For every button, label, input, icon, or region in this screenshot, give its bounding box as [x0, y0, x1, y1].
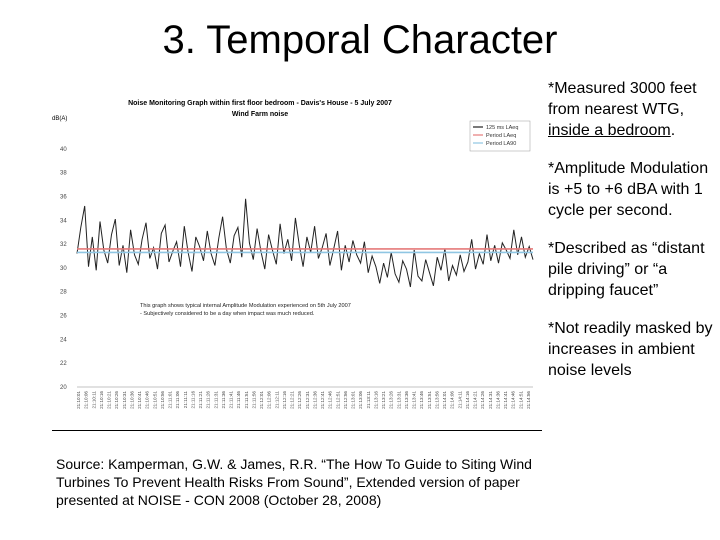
x-tick-label: 21:14:01	[442, 391, 447, 409]
y-tick-label: 28	[60, 290, 67, 296]
x-tick-label: 21:14:36	[495, 391, 500, 409]
x-tick-label: 21:10:36	[129, 391, 134, 409]
y-tick-label: 20	[60, 385, 67, 391]
x-tick-label: 21:11:46	[236, 391, 241, 409]
y-tick-label: 34	[60, 218, 67, 224]
note-item: *Amplitude Modulation is +5 to +6 dBA wi…	[548, 158, 718, 221]
legend-box	[469, 120, 531, 152]
x-tick-label: 21:11:06	[175, 391, 180, 409]
x-tick-label: 21:12:01	[259, 391, 264, 409]
x-tick-label: 21:12:36	[312, 391, 317, 409]
x-tick-label: 21:13:56	[434, 391, 439, 409]
y-tick-label: 24	[60, 337, 67, 343]
x-tick-label: 21:12:56	[343, 391, 348, 409]
x-tick-label: 21:10:41	[137, 391, 142, 409]
note-text: *Amplitude Modulation is +5 to +6 dBA wi…	[548, 160, 709, 219]
x-tick-label: 21:12:16	[282, 391, 287, 409]
legend-label: Period LAeq	[486, 133, 516, 139]
x-tick-label: 21:13:31	[396, 391, 401, 409]
x-tick-label: 21:11:21	[198, 391, 203, 409]
x-tick-label: 21:12:21	[290, 391, 295, 409]
x-tick-label: 21:13:06	[358, 391, 363, 409]
x-tick-label: 21:12:46	[328, 391, 333, 409]
note-underline: inside a bedroom	[548, 122, 671, 139]
x-tick-label: 21:14:46	[511, 391, 516, 409]
x-tick-label: 21:12:11	[274, 391, 279, 409]
x-tick-label: 21:11:31	[213, 391, 218, 409]
x-tick-label: 21:10:46	[145, 391, 150, 409]
x-tick-label: 21:13:41	[412, 391, 417, 409]
x-tick-label: 21:10:11	[91, 391, 96, 409]
x-tick-label: 21:14:11	[457, 391, 462, 409]
x-tick-label: 21:14:31	[488, 391, 493, 409]
x-tick-label: 21:10:26	[114, 391, 119, 409]
x-tick-label: 21:11:16	[190, 391, 195, 409]
x-tick-label: 21:12:06	[267, 391, 272, 409]
series-line-1	[76, 198, 534, 288]
x-tick-label: 21:12:31	[305, 391, 310, 409]
slide-title: 3. Temporal Character	[162, 18, 558, 62]
x-tick-label: 21:13:26	[389, 391, 394, 409]
x-tick-label: 21:11:26	[206, 391, 211, 409]
x-tick-label: 21:12:26	[297, 391, 302, 409]
x-tick-label: 21:12:41	[320, 391, 325, 409]
x-tick-label: 21:10:16	[99, 391, 104, 409]
note-tail: .	[670, 122, 676, 139]
legend-label: 125 ms LAeq	[486, 125, 518, 131]
y-tick-label: 22	[60, 361, 67, 367]
note-text: *Not readily masked by increases in ambi…	[548, 320, 713, 379]
y-tick-label: 32	[60, 242, 67, 248]
x-tick-label: 21:10:56	[160, 391, 165, 409]
x-tick-label: 21:14:51	[518, 391, 523, 409]
x-tick-label: 21:13:51	[427, 391, 432, 409]
x-tick-label: 21:14:16	[465, 391, 470, 409]
x-tick-label: 21:11:36	[221, 391, 226, 409]
x-tick-label: 21:14:21	[473, 391, 478, 409]
x-tick-label: 21:10:06	[84, 391, 89, 409]
y-tick-label: 26	[60, 314, 67, 320]
noise-chart: Noise Monitoring Graph within first floo…	[50, 95, 540, 430]
source-citation: Source: Kamperman, G.W. & James, R.R. “T…	[56, 456, 532, 508]
x-tick-label: 21:13:16	[373, 391, 378, 409]
x-tick-label: 21:14:41	[503, 391, 508, 409]
note-text: *Described as “distant pile driving” or …	[548, 240, 705, 299]
y-tick-label: 38	[60, 171, 67, 177]
x-tick-label: 21:12:51	[335, 391, 340, 409]
x-tick-label: 21:14:56	[526, 391, 531, 409]
x-tick-label: 21:10:01	[76, 391, 81, 409]
x-tick-label: 21:11:56	[251, 391, 256, 409]
note-text: *Measured 3000 feet from nearest WTG,	[548, 80, 697, 118]
chart-annotation: This graph shows typical internal Amplit…	[140, 303, 351, 317]
x-tick-label: 21:11:11	[183, 391, 188, 409]
x-tick-label: 21:11:51	[244, 391, 249, 409]
x-tick-label: 21:13:21	[381, 391, 386, 409]
source-divider	[52, 430, 542, 431]
x-tick-label: 21:14:06	[450, 391, 455, 409]
y-tick-label: 36	[60, 194, 67, 200]
x-tick-label: 21:10:21	[107, 391, 112, 409]
y-tick-label: 40	[60, 147, 67, 153]
note-item: *Described as “distant pile driving” or …	[548, 238, 718, 301]
x-tick-label: 21:11:01	[168, 391, 173, 409]
x-tick-label: 21:10:51	[152, 391, 157, 409]
chart-subtitle: Wind Farm noise	[232, 111, 288, 118]
x-tick-label: 21:13:01	[351, 391, 356, 409]
note-item: *Measured 3000 feet from nearest WTG, in…	[548, 78, 718, 141]
x-tick-label: 21:14:26	[480, 391, 485, 409]
x-tick-label: 21:13:11	[366, 391, 371, 409]
y-tick-label: 30	[60, 266, 67, 272]
x-tick-label: 21:13:36	[404, 391, 409, 409]
x-tick-label: 21:11:41	[229, 391, 234, 409]
legend-label: Period LA90	[486, 141, 516, 147]
note-item: *Not readily masked by increases in ambi…	[548, 318, 718, 381]
x-tick-label: 21:13:46	[419, 391, 424, 409]
x-tick-label: 21:10:31	[122, 391, 127, 409]
noise-chart-svg: Noise Monitoring Graph within first floo…	[52, 100, 534, 409]
chart-title: Noise Monitoring Graph within first floo…	[128, 100, 392, 107]
y-axis-label: dB(A)	[52, 116, 67, 122]
notes-list: *Measured 3000 feet from nearest WTG, in…	[548, 78, 718, 398]
